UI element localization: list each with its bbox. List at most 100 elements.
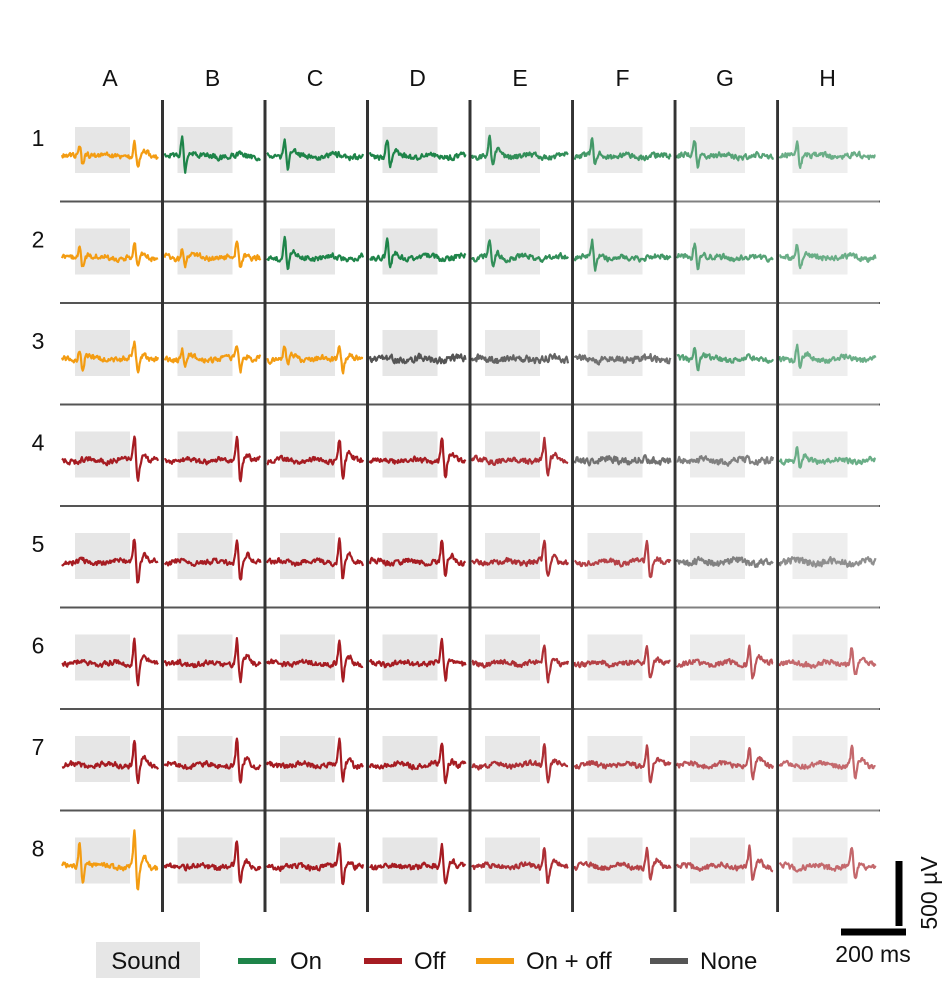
- stimulus-shade: [75, 736, 130, 782]
- stimulus-shade: [485, 837, 540, 884]
- trace-4-d: [368, 437, 467, 479]
- trace-3-b: [163, 345, 262, 374]
- trace-6-h: [778, 647, 877, 676]
- trace-8-c: [266, 842, 365, 886]
- stimulus-shade: [382, 431, 438, 478]
- trace-3-e: [470, 352, 570, 365]
- column-label-a: A: [102, 65, 118, 91]
- stimulus-shade: [177, 228, 233, 275]
- dividers-layer: [60, 100, 880, 912]
- trace-8-h: [779, 846, 877, 880]
- fade-overlay: [574, 100, 674, 912]
- column-label-c: C: [307, 65, 324, 91]
- stimulus-shade: [75, 228, 130, 275]
- stimulus-shade: [177, 634, 233, 681]
- trace-1-e: [470, 134, 569, 166]
- legend-label-on-off: On + off: [526, 948, 612, 975]
- stimulus-shade: [690, 837, 745, 884]
- stimulus-shade: [382, 736, 438, 782]
- trace-2-a: [60, 242, 159, 268]
- trace-5-f: [574, 539, 672, 579]
- stimulus-shade: [792, 330, 848, 376]
- stimulus-shade: [382, 533, 438, 579]
- scale-bar: 500 µV 200 ms: [835, 856, 942, 967]
- stimulus-shade: [587, 837, 643, 884]
- stimulus-shade: [75, 431, 130, 478]
- fade-overlay-layer: [472, 100, 879, 912]
- stimulus-shade: [280, 634, 335, 681]
- trace-7-b: [163, 737, 262, 784]
- column-label-b: B: [205, 65, 220, 91]
- row-label-1: 1: [32, 125, 45, 151]
- trace-3-h: [778, 343, 877, 369]
- trace-2-c: [266, 235, 365, 271]
- column-label-h: H: [819, 65, 836, 91]
- trace-6-g: [676, 644, 774, 680]
- stimulus-shade: [690, 533, 745, 579]
- stimulus-shade: [382, 837, 438, 884]
- column-label-e: E: [512, 65, 527, 91]
- trace-2-g: [676, 242, 774, 271]
- trace-8-d: [369, 842, 467, 885]
- trace-3-d: [368, 352, 467, 365]
- trace-5-c: [265, 537, 365, 580]
- trace-8-f: [573, 846, 672, 881]
- stimulus-shade: [485, 127, 540, 173]
- scale-bar-voltage-label: 500 µV: [916, 856, 942, 930]
- stimulus-shade: [280, 330, 335, 376]
- trace-4-a: [61, 435, 160, 482]
- stimulus-shade: [382, 330, 438, 376]
- stimulus-shade: [792, 736, 848, 782]
- column-label-f: F: [615, 65, 629, 91]
- stimulus-shade: [792, 634, 848, 681]
- trace-6-b: [163, 636, 262, 684]
- trace-5-a: [61, 538, 159, 584]
- stimulus-shade: [792, 533, 848, 579]
- trace-6-c: [265, 639, 364, 683]
- trace-5-g: [676, 555, 774, 569]
- stimulus-shade: [280, 431, 335, 478]
- trace-8-a: [61, 829, 159, 891]
- stimulus-shade: [177, 533, 233, 579]
- trace-7-a: [61, 739, 159, 785]
- trace-1-a: [60, 139, 159, 168]
- trace-1-c: [266, 138, 365, 171]
- legend: Sound On Off On + off None: [96, 942, 757, 978]
- row-label-5: 5: [32, 531, 45, 557]
- trace-7-e: [471, 743, 569, 784]
- stimulus-shade: [382, 634, 438, 681]
- stimulus-shade: [485, 736, 540, 782]
- trace-8-b: [163, 840, 262, 884]
- traces-layer: [60, 134, 877, 891]
- stimulus-shade: [587, 533, 643, 579]
- legend-sound-label: Sound: [111, 948, 180, 975]
- legend-label-none: None: [700, 948, 757, 975]
- stimulus-shade: [280, 837, 335, 884]
- stimulus-shade: [690, 431, 745, 478]
- stimulus-shading-layer: [75, 127, 848, 884]
- stimulus-shade: [75, 634, 130, 681]
- row-label-4: 4: [32, 430, 45, 456]
- stimulus-shade: [177, 431, 233, 478]
- row-label-6: 6: [32, 633, 45, 659]
- stimulus-shade: [587, 634, 643, 681]
- trace-5-e: [471, 539, 570, 577]
- column-label-g: G: [716, 65, 734, 91]
- trace-5-h: [778, 555, 877, 568]
- trace-8-e: [471, 847, 569, 884]
- trace-1-h: [778, 140, 876, 169]
- trace-6-e: [471, 644, 570, 684]
- trace-2-b: [163, 240, 262, 269]
- trace-7-h: [778, 744, 876, 780]
- fade-overlay: [472, 100, 572, 912]
- scale-bar-time-label: 200 ms: [835, 941, 910, 967]
- stimulus-shade: [485, 533, 540, 579]
- trace-4-c: [266, 439, 365, 480]
- stimulus-shade: [792, 228, 848, 275]
- row-label-2: 2: [32, 227, 45, 253]
- stimulus-shade: [382, 228, 438, 275]
- trace-7-f: [573, 744, 672, 784]
- trace-6-a: [61, 637, 159, 687]
- stimulus-shade: [485, 330, 540, 376]
